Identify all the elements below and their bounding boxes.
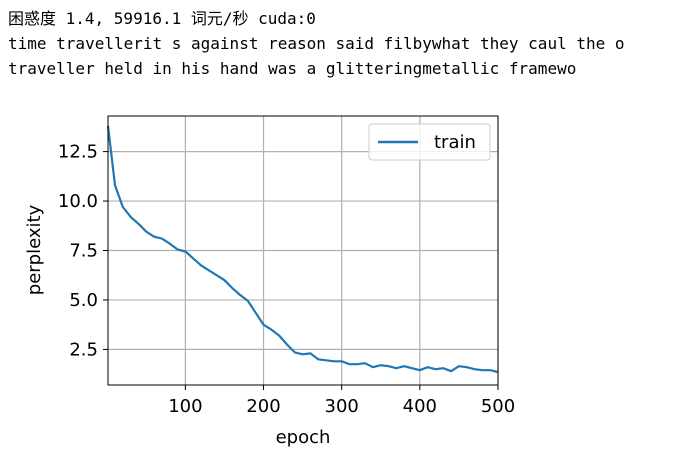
x-tick-label: 300: [325, 396, 359, 417]
status-line: 困惑度 1.4, 59916.1 词元/秒 cuda:0: [8, 9, 316, 28]
generated-text-line-2: traveller held in his hand was a glitter…: [8, 59, 577, 78]
x-axis-label: epoch: [276, 427, 331, 448]
x-tick-label: 100: [168, 396, 202, 417]
x-tick-label: 500: [481, 396, 515, 417]
y-tick-label: 5.0: [69, 290, 98, 311]
legend-label-train: train: [434, 132, 476, 153]
x-tick-label: 400: [403, 396, 437, 417]
legend: train: [368, 123, 491, 161]
output-text: 困惑度 1.4, 59916.1 词元/秒 cuda:0 time travell…: [8, 6, 625, 81]
x-ticks: 100 200 300 400 500: [168, 385, 515, 417]
legend-box: [368, 123, 491, 161]
x-tick-label: 200: [246, 396, 280, 417]
y-tick-label: 2.5: [69, 339, 98, 360]
y-tick-label: 7.5: [69, 241, 98, 262]
series-lines: [106, 125, 499, 374]
y-tick-label: 10.0: [58, 191, 98, 212]
y-ticks: 2.5 5.0 7.5 10.0 12.5: [58, 142, 108, 360]
series-line-train: [106, 125, 499, 374]
y-tick-label: 12.5: [58, 142, 98, 163]
y-axis-label: perplexity: [24, 204, 45, 295]
generated-text-line-1: time travellerit s against reason said f…: [8, 34, 625, 53]
